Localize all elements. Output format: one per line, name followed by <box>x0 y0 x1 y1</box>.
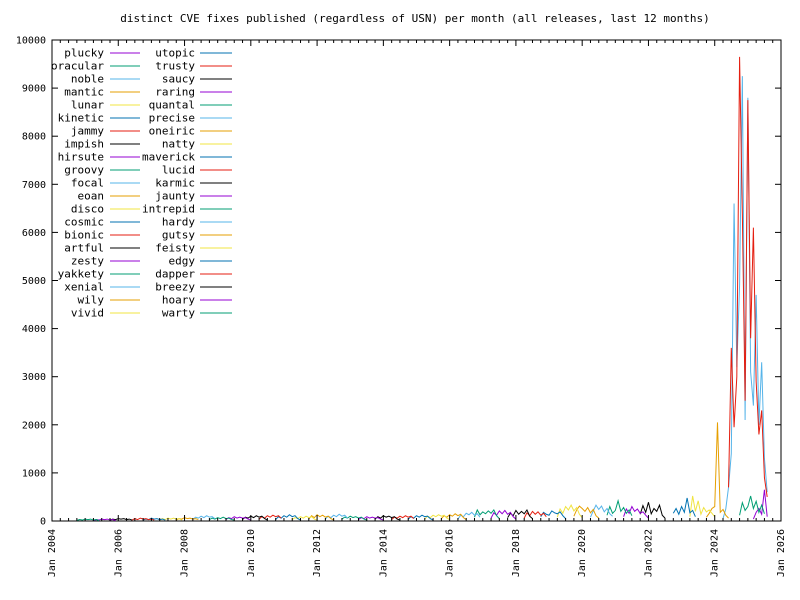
series-line-quantal <box>341 515 367 521</box>
x-tick-label: Jan 2026 <box>776 529 787 577</box>
legend-label-hardy: hardy <box>162 216 195 229</box>
y-tick-label: 2000 <box>22 420 46 431</box>
series-line-oracular <box>739 495 765 516</box>
legend-label-maverick: maverick <box>142 151 195 164</box>
x-tick-label: Jan 2020 <box>577 529 588 577</box>
series-line-yakkety <box>474 508 500 519</box>
y-tick-label: 4000 <box>22 324 46 335</box>
legend: pluckyoracularnoblemanticlunarkineticjam… <box>51 47 232 320</box>
series-line-kinetic <box>672 497 696 517</box>
x-tick-label: Jan 2012 <box>312 529 323 577</box>
chart-title: distinct CVE fixes published (regardless… <box>120 12 709 25</box>
legend-label-vivid: vivid <box>71 307 104 320</box>
legend-label-noble: noble <box>71 73 104 86</box>
series-line-disco <box>556 504 583 518</box>
x-tick-label: Jan 2018 <box>511 529 522 577</box>
series-line-cosmic <box>540 510 566 519</box>
series-line-warty <box>76 518 100 521</box>
series-line-noble <box>722 76 768 519</box>
x-tick-label: Jan 2014 <box>378 529 389 577</box>
legend-label-saucy: saucy <box>162 73 195 86</box>
series-line-karmic <box>242 515 268 521</box>
legend-label-warty: warty <box>162 307 195 320</box>
series-line-bionic <box>523 510 547 519</box>
series-line-oneiric <box>308 514 334 521</box>
series-line-saucy <box>374 515 401 521</box>
y-tick-label: 8000 <box>22 132 46 143</box>
y-tick-label: 5000 <box>22 276 46 287</box>
legend-label-bionic: bionic <box>64 229 104 242</box>
y-tick-label: 1000 <box>22 468 46 479</box>
legend-label-cosmic: cosmic <box>64 216 104 229</box>
legend-label-hirsute: hirsute <box>58 151 104 164</box>
legend-label-xenial: xenial <box>64 281 104 294</box>
x-tick-label: Jan 2008 <box>180 529 191 577</box>
y-tick-label: 3000 <box>22 372 46 383</box>
legend-label-lucid: lucid <box>162 164 195 177</box>
legend-label-karmic: karmic <box>155 177 195 190</box>
legend-label-oracular: oracular <box>51 60 104 73</box>
series-line-plucky <box>752 489 768 520</box>
legend-label-mantic: mantic <box>64 86 104 99</box>
y-tick-label: 9000 <box>22 84 46 95</box>
legend-label-precise: precise <box>149 112 195 125</box>
x-tick-label: Jan 2004 <box>47 529 58 577</box>
x-tick-label: Jan 2024 <box>710 529 721 577</box>
series-line-groovy <box>606 498 633 516</box>
legend-label-gutsy: gutsy <box>162 229 195 242</box>
y-tick-label: 0 <box>40 517 46 528</box>
legend-label-jammy: jammy <box>71 125 104 138</box>
legend-label-jaunty: jaunty <box>155 190 195 203</box>
legend-label-yakkety: yakkety <box>58 268 105 281</box>
legend-label-breezy: breezy <box>155 281 195 294</box>
y-tick-label: 6000 <box>22 228 46 239</box>
series-line-jammy <box>728 56 768 498</box>
legend-label-disco: disco <box>71 203 104 216</box>
legend-label-raring: raring <box>155 86 195 99</box>
legend-label-plucky: plucky <box>64 47 104 60</box>
series-line-lunar <box>689 495 716 517</box>
legend-label-eoan: eoan <box>78 190 105 203</box>
x-tick-label: Jan 2006 <box>113 529 124 577</box>
legend-label-quantal: quantal <box>149 99 195 112</box>
legend-label-trusty: trusty <box>155 60 195 73</box>
series-line-natty <box>291 515 318 521</box>
legend-label-edgy: edgy <box>169 255 196 268</box>
legend-label-oneiric: oneiric <box>149 125 195 138</box>
series-line-hardy <box>192 515 216 520</box>
series-line-zesty <box>490 509 517 520</box>
legend-label-focal: focal <box>71 177 104 190</box>
y-tick-label: 7000 <box>22 180 46 191</box>
legend-label-dapper: dapper <box>155 268 195 281</box>
legend-label-utopic: utopic <box>155 47 195 60</box>
series-line-focal <box>590 504 613 518</box>
x-tick-label: Jan 2016 <box>445 529 456 577</box>
series-line-intrepid <box>209 516 235 521</box>
x-tick-label: Jan 2010 <box>246 529 257 577</box>
legend-label-kinetic: kinetic <box>58 112 104 125</box>
legend-label-groovy: groovy <box>64 164 104 177</box>
series-layer <box>76 56 768 521</box>
legend-label-impish: impish <box>64 138 104 151</box>
legend-label-hoary: hoary <box>162 294 195 307</box>
series-line-breezy <box>109 518 133 521</box>
legend-label-wily: wily <box>78 294 105 307</box>
x-tick-label: Jan 2022 <box>643 529 654 577</box>
legend-label-intrepid: intrepid <box>142 203 195 216</box>
series-line-impish <box>639 502 666 519</box>
axis-layer: 0 1000 2000 3000 4000 5000 6000 7000 8000 9000 100… <box>16 36 787 578</box>
legend-label-artful: artful <box>64 242 104 255</box>
legend-label-zesty: zesty <box>71 255 104 268</box>
legend-label-lunar: lunar <box>71 99 104 112</box>
y-tick-label: 10000 <box>16 36 46 47</box>
series-line-jaunty <box>225 516 251 521</box>
legend-label-natty: natty <box>162 138 195 151</box>
series-line-eoan <box>573 505 600 519</box>
legend-label-feisty: feisty <box>155 242 195 255</box>
